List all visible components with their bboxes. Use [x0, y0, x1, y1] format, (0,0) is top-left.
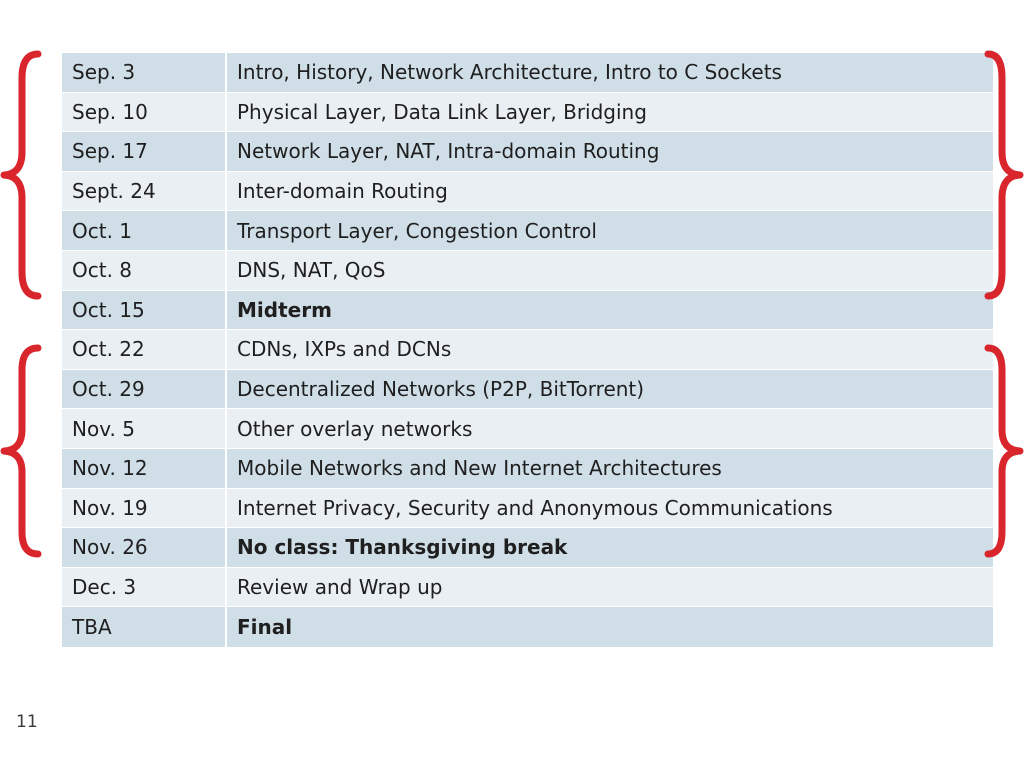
left-brace-top-icon: [0, 50, 42, 300]
table-row: Oct. 22 CDNs, IXPs and DCNs: [62, 330, 993, 370]
page-number: 11: [16, 712, 38, 732]
topic-cell-break: No class: Thanksgiving break: [227, 528, 993, 568]
topic-cell: DNS, NAT, QoS: [227, 250, 993, 291]
date-cell: Sep. 10: [62, 92, 227, 133]
topic-cell: Internet Privacy, Security and Anonymous…: [227, 488, 993, 529]
left-brace-bottom-icon: [0, 344, 42, 558]
date-cell: Nov. 19: [62, 488, 227, 529]
topic-cell-midterm: Midterm: [227, 290, 993, 331]
date-cell: TBA: [62, 607, 227, 647]
topic-cell: Physical Layer, Data Link Layer, Bridgin…: [227, 92, 993, 133]
table-row: Sept. 24 Inter-domain Routing: [62, 171, 993, 212]
brace-path: [984, 50, 1024, 300]
topic-cell: Decentralized Networks (P2P, BitTorrent): [227, 369, 993, 410]
date-cell: Oct. 15: [62, 290, 227, 331]
date-cell: Oct. 22: [62, 330, 227, 370]
date-cell: Nov. 5: [62, 409, 227, 449]
right-brace-top-icon: [984, 50, 1024, 300]
brace-path: [984, 344, 1024, 558]
date-cell: Nov. 26: [62, 528, 227, 568]
date-cell: Dec. 3: [62, 567, 227, 608]
table-row: Dec. 3 Review and Wrap up: [62, 567, 993, 608]
table-row: Nov. 19 Internet Privacy, Security and A…: [62, 488, 993, 529]
topic-cell: Network Layer, NAT, Intra-domain Routing: [227, 132, 993, 172]
schedule-table: Sep. 3 Intro, History, Network Architect…: [62, 53, 993, 647]
topic-cell: Review and Wrap up: [227, 567, 993, 608]
table-row: Oct. 15 Midterm: [62, 290, 993, 331]
schedule-body: Sep. 3 Intro, History, Network Architect…: [62, 53, 993, 647]
table-row: Nov. 26 No class: Thanksgiving break: [62, 528, 993, 568]
right-brace-bottom-icon: [984, 344, 1024, 558]
table-row: Sep. 10 Physical Layer, Data Link Layer,…: [62, 92, 993, 133]
table-row: Oct. 1 Transport Layer, Congestion Contr…: [62, 211, 993, 251]
topic-cell: Intro, History, Network Architecture, In…: [227, 53, 993, 93]
table-row: Nov. 5 Other overlay networks: [62, 409, 993, 449]
table-row: Nov. 12 Mobile Networks and New Internet…: [62, 448, 993, 489]
topic-cell: CDNs, IXPs and DCNs: [227, 330, 993, 370]
topic-cell: Transport Layer, Congestion Control: [227, 211, 993, 251]
brace-path: [0, 344, 42, 558]
topic-cell: Inter-domain Routing: [227, 171, 993, 212]
date-cell: Oct. 29: [62, 369, 227, 410]
date-cell: Oct. 8: [62, 250, 227, 291]
date-cell: Nov. 12: [62, 448, 227, 489]
table-row: Sep. 17 Network Layer, NAT, Intra-domain…: [62, 132, 993, 172]
date-cell: Sep. 3: [62, 53, 227, 93]
topic-cell: Mobile Networks and New Internet Archite…: [227, 448, 993, 489]
topic-cell-final: Final: [227, 607, 993, 647]
topic-cell: Other overlay networks: [227, 409, 993, 449]
date-cell: Sep. 17: [62, 132, 227, 172]
date-cell: Sept. 24: [62, 171, 227, 212]
table-row: Oct. 8 DNS, NAT, QoS: [62, 250, 993, 291]
table-row: Oct. 29 Decentralized Networks (P2P, Bit…: [62, 369, 993, 410]
date-cell: Oct. 1: [62, 211, 227, 251]
brace-path: [0, 50, 42, 300]
table-row: TBA Final: [62, 607, 993, 647]
table-row: Sep. 3 Intro, History, Network Architect…: [62, 53, 993, 93]
